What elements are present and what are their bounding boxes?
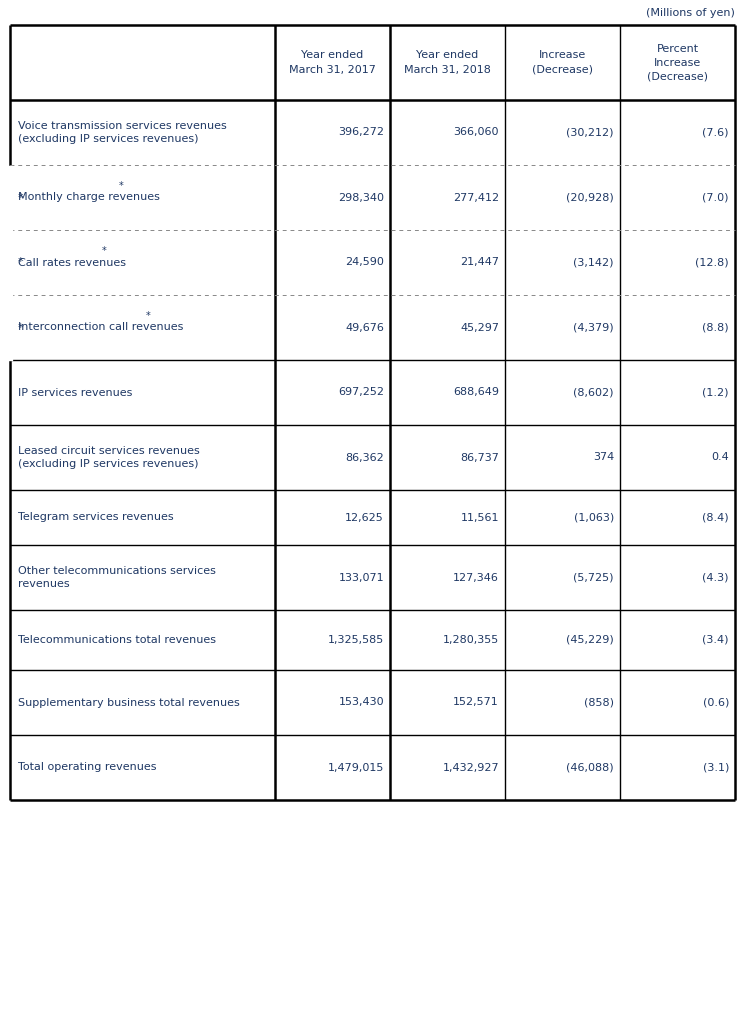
Text: (4.3): (4.3)	[702, 572, 729, 582]
Text: 1,479,015: 1,479,015	[327, 762, 384, 772]
Text: (1,063): (1,063)	[574, 512, 614, 523]
Text: Year ended
March 31, 2017: Year ended March 31, 2017	[289, 50, 376, 75]
Text: (8.8): (8.8)	[702, 322, 729, 333]
Text: 86,737: 86,737	[460, 453, 499, 462]
Text: (20,928): (20,928)	[566, 192, 614, 202]
Text: 0.4: 0.4	[711, 453, 729, 462]
Text: (3,142): (3,142)	[574, 258, 614, 267]
Text: 1,325,585: 1,325,585	[328, 635, 384, 645]
Text: Telegram services revenues: Telegram services revenues	[18, 512, 173, 523]
Text: *: *	[119, 181, 124, 191]
Text: (45,229): (45,229)	[566, 635, 614, 645]
Text: 152,571: 152,571	[453, 697, 499, 708]
Text: *: *	[18, 192, 24, 202]
Text: 277,412: 277,412	[453, 192, 499, 202]
Text: 12,625: 12,625	[345, 512, 384, 523]
Text: 697,252: 697,252	[338, 387, 384, 397]
Text: 24,590: 24,590	[345, 258, 384, 267]
Text: Year ended
March 31, 2018: Year ended March 31, 2018	[404, 50, 491, 75]
Text: Total operating revenues: Total operating revenues	[18, 762, 156, 772]
Text: 45,297: 45,297	[460, 322, 499, 333]
Text: *: *	[18, 258, 24, 267]
Text: (5,725): (5,725)	[574, 572, 614, 582]
Text: (1.2): (1.2)	[702, 387, 729, 397]
Text: 396,272: 396,272	[338, 127, 384, 138]
Text: (0.6): (0.6)	[702, 697, 729, 708]
Text: Percent
Increase
(Decrease): Percent Increase (Decrease)	[647, 43, 708, 81]
Text: 374: 374	[593, 453, 614, 462]
Text: (12.8): (12.8)	[696, 258, 729, 267]
Text: Voice transmission services revenues
(excluding IP services revenues): Voice transmission services revenues (ex…	[18, 121, 227, 144]
Text: Interconnection call revenues: Interconnection call revenues	[18, 322, 183, 333]
Text: (30,212): (30,212)	[566, 127, 614, 138]
Text: Monthly charge revenues: Monthly charge revenues	[18, 192, 160, 202]
Text: (4,379): (4,379)	[574, 322, 614, 333]
Text: (3.4): (3.4)	[702, 635, 729, 645]
Text: (8,602): (8,602)	[574, 387, 614, 397]
Text: *: *	[18, 322, 24, 333]
Text: IP services revenues: IP services revenues	[18, 387, 132, 397]
Text: Increase
(Decrease): Increase (Decrease)	[532, 50, 593, 75]
Text: Other telecommunications services
revenues: Other telecommunications services revenu…	[18, 566, 216, 589]
Text: 49,676: 49,676	[345, 322, 384, 333]
Text: (858): (858)	[584, 697, 614, 708]
Text: (Millions of yen): (Millions of yen)	[646, 8, 735, 18]
Text: 688,649: 688,649	[453, 387, 499, 397]
Text: 21,447: 21,447	[460, 258, 499, 267]
Text: 86,362: 86,362	[345, 453, 384, 462]
Text: (46,088): (46,088)	[566, 762, 614, 772]
Text: (7.6): (7.6)	[702, 127, 729, 138]
Text: 1,280,355: 1,280,355	[443, 635, 499, 645]
Text: 153,430: 153,430	[339, 697, 384, 708]
Text: 11,561: 11,561	[461, 512, 499, 523]
Text: 1,432,927: 1,432,927	[443, 762, 499, 772]
Text: 133,071: 133,071	[339, 572, 384, 582]
Text: Telecommunications total revenues: Telecommunications total revenues	[18, 635, 216, 645]
Text: Leased circuit services revenues
(excluding IP services revenues): Leased circuit services revenues (exclud…	[18, 446, 199, 469]
Text: (8.4): (8.4)	[702, 512, 729, 523]
Text: 366,060: 366,060	[454, 127, 499, 138]
Text: *: *	[102, 245, 106, 256]
Text: (3.1): (3.1)	[702, 762, 729, 772]
Text: Call rates revenues: Call rates revenues	[18, 258, 126, 267]
Text: *: *	[146, 311, 150, 320]
Text: 127,346: 127,346	[453, 572, 499, 582]
Text: (7.0): (7.0)	[702, 192, 729, 202]
Text: 298,340: 298,340	[338, 192, 384, 202]
Text: Supplementary business total revenues: Supplementary business total revenues	[18, 697, 240, 708]
